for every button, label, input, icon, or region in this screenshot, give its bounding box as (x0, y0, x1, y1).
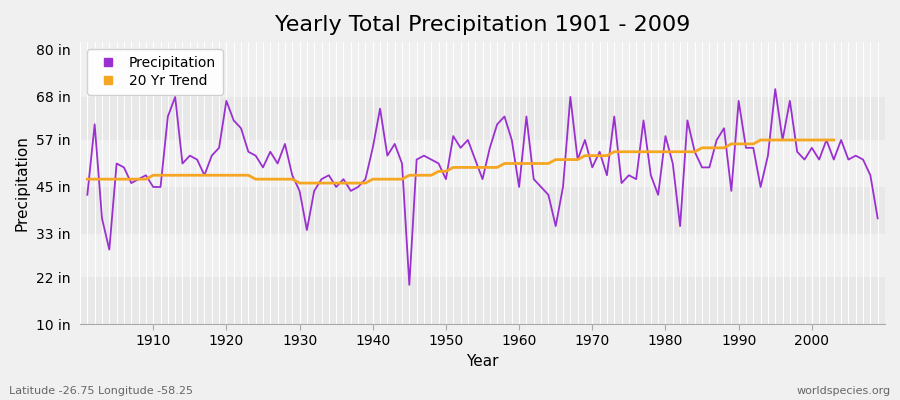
Title: Yearly Total Precipitation 1901 - 2009: Yearly Total Precipitation 1901 - 2009 (274, 15, 690, 35)
Bar (80, 97, 885, 140)
Legend: Precipitation, 20 Yr Trend: Precipitation, 20 Yr Trend (87, 49, 222, 95)
Bar (80, 140, 885, 187)
Text: Latitude -26.75 Longitude -58.25: Latitude -26.75 Longitude -58.25 (9, 386, 193, 396)
Text: worldspecies.org: worldspecies.org (796, 386, 891, 396)
Bar (80, 50, 885, 97)
Bar (80, 187, 885, 234)
Bar (80, 277, 885, 324)
Bar (80, 234, 885, 277)
Y-axis label: Precipitation: Precipitation (15, 135, 30, 231)
X-axis label: Year: Year (466, 354, 499, 369)
